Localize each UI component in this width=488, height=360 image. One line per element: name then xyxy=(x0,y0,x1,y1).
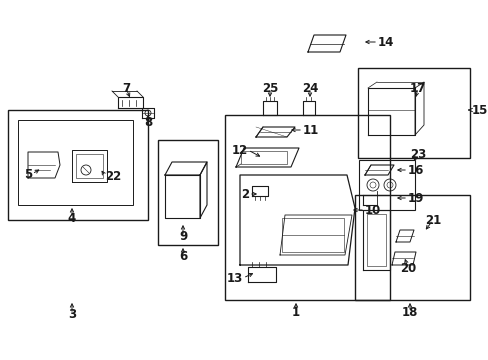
Text: 1: 1 xyxy=(291,306,300,319)
Text: 24: 24 xyxy=(301,81,318,94)
Text: 2: 2 xyxy=(241,188,248,201)
Text: 12: 12 xyxy=(231,144,247,157)
Text: 10: 10 xyxy=(364,203,381,216)
Text: 21: 21 xyxy=(424,213,440,226)
Bar xyxy=(158,140,218,245)
Text: 5: 5 xyxy=(24,167,32,180)
Text: 14: 14 xyxy=(377,36,393,49)
Bar xyxy=(282,218,343,252)
Text: 17: 17 xyxy=(409,81,425,94)
Bar xyxy=(76,154,103,178)
Bar xyxy=(8,110,148,220)
Bar xyxy=(358,160,414,210)
Text: 4: 4 xyxy=(68,211,76,225)
Bar xyxy=(18,120,133,205)
Text: 11: 11 xyxy=(303,123,319,136)
Text: 19: 19 xyxy=(407,192,424,204)
Text: 8: 8 xyxy=(143,117,152,130)
Text: 20: 20 xyxy=(399,261,415,274)
Text: 23: 23 xyxy=(409,148,425,162)
Text: 16: 16 xyxy=(407,163,424,176)
Text: 7: 7 xyxy=(122,81,130,94)
Bar xyxy=(357,68,469,158)
Text: 15: 15 xyxy=(471,104,488,117)
Text: 22: 22 xyxy=(105,170,121,183)
Text: 6: 6 xyxy=(179,251,187,264)
Bar xyxy=(366,214,385,266)
Text: 9: 9 xyxy=(179,230,187,243)
Bar xyxy=(241,151,286,164)
Bar xyxy=(224,115,389,300)
Text: 18: 18 xyxy=(401,306,417,319)
Text: 13: 13 xyxy=(226,271,243,284)
Bar xyxy=(354,195,469,300)
Text: 3: 3 xyxy=(68,307,76,320)
Text: 25: 25 xyxy=(261,81,278,94)
